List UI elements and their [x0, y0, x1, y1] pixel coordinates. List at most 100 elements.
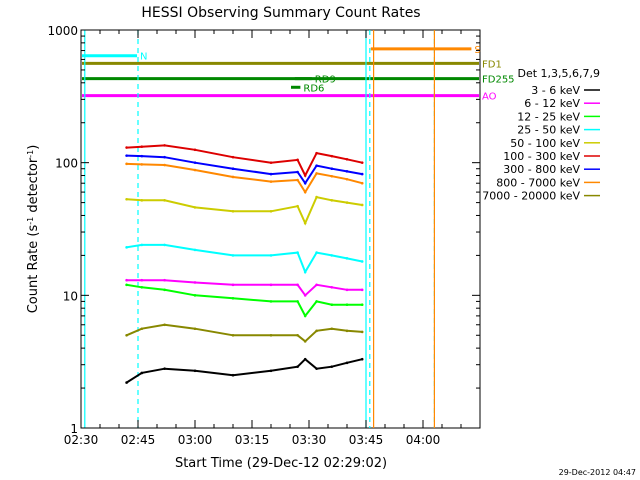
series-point	[330, 174, 334, 178]
series-point	[303, 357, 307, 361]
series-point	[303, 174, 307, 177]
series-point	[315, 283, 318, 287]
series-point	[345, 201, 349, 204]
series-point	[345, 257, 349, 260]
y-axis-label-part: detector	[26, 157, 41, 217]
series-point	[345, 158, 349, 161]
series-point	[269, 254, 273, 257]
series-point	[231, 283, 235, 287]
series-point	[303, 181, 307, 185]
series-point	[193, 294, 197, 297]
series-point	[140, 145, 144, 148]
series-point	[163, 367, 166, 370]
series-point	[140, 154, 144, 158]
series-line	[126, 144, 363, 178]
x-tick-label: 03:00	[178, 433, 213, 447]
y-tick-label: 10	[63, 289, 78, 303]
x-tick-label: 04:00	[406, 433, 441, 447]
series-line	[126, 243, 363, 275]
series-point	[193, 148, 197, 152]
series-point	[231, 254, 235, 257]
y-axis-label: Count Rate (s-1 detector-1)	[26, 145, 42, 314]
series-point	[330, 199, 334, 202]
series-point	[125, 162, 128, 166]
series-point	[303, 221, 307, 225]
flag-label: FD255	[482, 75, 515, 86]
series-point	[140, 163, 144, 166]
series-point	[269, 180, 273, 183]
flag-label: RD9	[315, 75, 336, 86]
series-point	[269, 369, 273, 373]
vertical-lines	[84, 30, 435, 428]
series-line	[126, 357, 363, 384]
series-point	[125, 283, 128, 287]
series-point	[315, 367, 318, 370]
series-point	[345, 361, 349, 365]
series-point	[125, 197, 128, 201]
series-point	[231, 175, 235, 179]
y-axis: 1 10 100 1000	[47, 24, 480, 436]
series-point	[360, 303, 364, 306]
series-point	[231, 333, 235, 337]
series-point	[330, 285, 334, 289]
series-point	[193, 161, 197, 164]
series-point	[296, 178, 299, 182]
series-point	[303, 270, 307, 274]
series-point	[315, 151, 318, 155]
chart-title: HESSI Observing Summary Count Rates	[141, 5, 420, 21]
series-point	[315, 300, 318, 303]
series-point	[163, 155, 166, 159]
series-point	[330, 365, 334, 368]
series-point	[140, 278, 144, 282]
series-point	[360, 288, 364, 292]
series-line	[126, 283, 363, 318]
series-line	[126, 195, 363, 226]
legend-entry: 50 - 100 keV	[510, 137, 580, 150]
plot-frame	[80, 29, 481, 429]
series-point	[140, 371, 144, 375]
flag-label: RD6	[303, 83, 324, 94]
series-point	[315, 195, 318, 199]
series-point	[296, 365, 299, 368]
series-point	[193, 248, 197, 252]
y-tick-label: 1	[70, 422, 78, 436]
series-point	[231, 373, 235, 377]
x-tick-label: 03:45	[349, 433, 384, 447]
series-point	[193, 206, 197, 209]
series-line	[126, 154, 363, 186]
series-point	[360, 330, 364, 334]
x-tick-label: 03:15	[235, 433, 270, 447]
series-point	[296, 333, 299, 337]
legend-title: Det 1,3,5,6,7,9	[517, 67, 600, 80]
series-point	[360, 161, 364, 164]
series-point	[330, 254, 334, 257]
series-point	[163, 278, 166, 282]
x-tick-label: 03:30	[292, 433, 327, 447]
series-point	[269, 172, 273, 176]
legend-entry: 3 - 6 keV	[531, 84, 580, 97]
series-point	[296, 300, 299, 303]
series-point	[315, 251, 318, 254]
series-point	[163, 243, 166, 247]
flag-label: AO	[482, 92, 497, 103]
series-point	[125, 246, 128, 249]
series-point	[231, 167, 235, 171]
series-point	[125, 154, 128, 157]
series-point	[231, 296, 235, 300]
series-point	[345, 170, 349, 173]
flag-label: N	[140, 52, 147, 63]
legend-entry: 12 - 25 keV	[517, 110, 580, 123]
series-point	[140, 243, 144, 247]
series-point	[125, 333, 128, 337]
series-point	[269, 161, 273, 164]
series-point	[231, 155, 235, 159]
legend-entry: 6 - 12 keV	[524, 97, 580, 110]
series-point	[315, 329, 318, 333]
series-point	[296, 251, 299, 254]
series-point	[163, 288, 166, 292]
series-point	[296, 204, 299, 208]
series-point	[330, 303, 334, 306]
